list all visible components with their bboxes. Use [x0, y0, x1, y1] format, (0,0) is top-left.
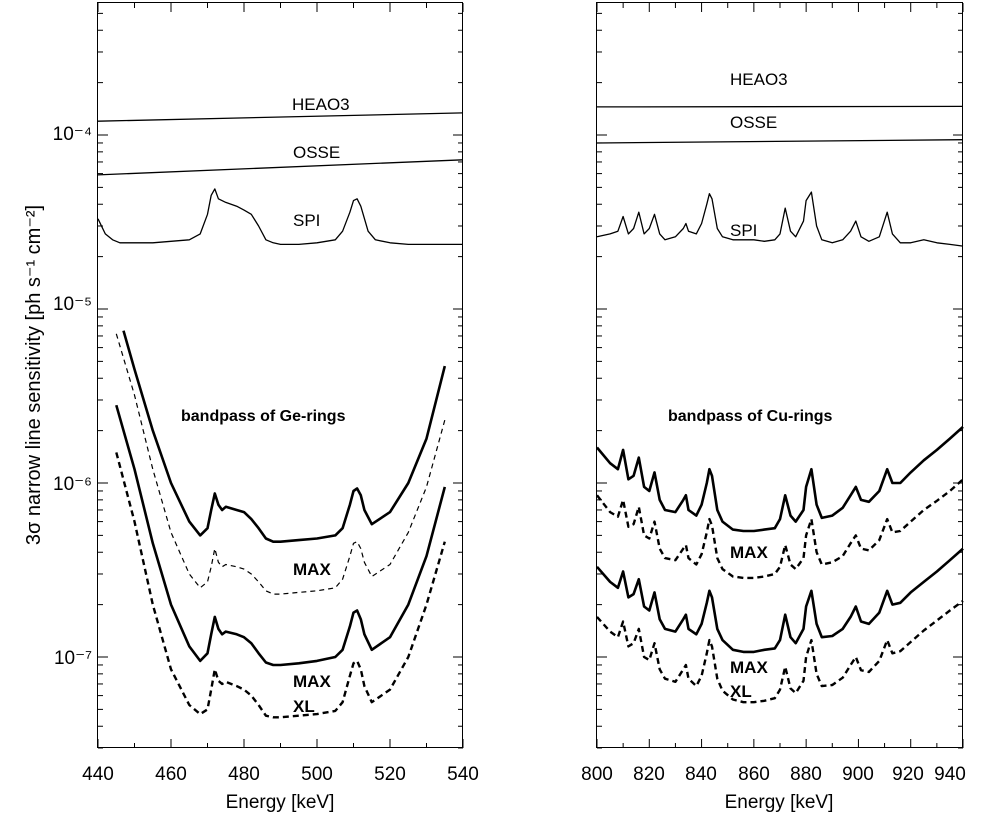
left-sensitivity-curve-4 [115, 333, 446, 595]
x-tick-label: 500 [301, 764, 333, 785]
right-heao3-line [596, 105, 964, 108]
x-tick-label: 920 [892, 764, 924, 785]
right-sensitivity-curve-5 [596, 547, 964, 654]
max-label-right-upper: MAX [730, 543, 768, 562]
y-axis-title: 3σ narrow line sensitivity [ph s⁻¹ cm⁻²] [23, 205, 45, 545]
y-tick-label: 10⁻⁷ [54, 648, 92, 669]
x-tick-label: 540 [447, 764, 479, 785]
x-tick-label: 860 [738, 764, 770, 785]
x-tick-label: 940 [934, 764, 966, 785]
left-heao3-line [97, 112, 464, 122]
bandpass-label-ge: bandpass of Ge-rings [181, 408, 346, 425]
right-sensitivity-curve-3 [596, 425, 964, 533]
x-axis-title-left: Energy [keV] [226, 792, 335, 813]
x-tick-label: 900 [842, 764, 874, 785]
left-osse-line [97, 159, 464, 176]
left-sensitivity-curve-6 [115, 452, 446, 719]
max-label-left-lower: MAX [293, 672, 331, 691]
bandpass-label-cu: bandpass of Cu-rings [668, 408, 833, 425]
left-spi-line [97, 188, 463, 246]
max-label-left-upper: MAX [293, 560, 331, 579]
spi-label-right: SPI [730, 221, 757, 240]
x-tick-label: 800 [581, 764, 613, 785]
x-tick-label: 440 [82, 764, 114, 785]
y-tick-label: 10⁻⁶ [53, 474, 92, 495]
y-tick-label: 10⁻⁴ [53, 124, 92, 145]
right-sensitivity-curve-6 [596, 599, 964, 704]
spi-label-left: SPI [293, 211, 320, 230]
right-panel-frame [596, 2, 963, 748]
max-label-right-lower: MAX [730, 658, 768, 677]
series-layer [97, 105, 964, 719]
osse-label-left: OSSE [293, 143, 340, 162]
left-sensitivity-curve-3 [122, 330, 447, 543]
x-tick-label: 480 [228, 764, 260, 785]
xl-label-right: XL [730, 682, 752, 701]
y-tick-label: 10⁻⁵ [53, 294, 92, 315]
x-tick-label: 880 [790, 764, 822, 785]
x-tick-label: 460 [155, 764, 187, 785]
osse-label-right: OSSE [730, 113, 777, 132]
heao3-label-left: HEAO3 [292, 95, 350, 114]
right-osse-line [596, 139, 964, 144]
heao3-label-right: HEAO3 [730, 70, 788, 89]
x-tick-label: 840 [685, 764, 717, 785]
x-tick-label: 820 [633, 764, 665, 785]
left-sensitivity-curve-5 [115, 404, 447, 667]
xl-label-left: XL [293, 697, 315, 716]
right-spi-line [596, 191, 964, 247]
x-axis-title-right: Energy [keV] [725, 792, 834, 813]
x-tick-label: 520 [374, 764, 406, 785]
right-sensitivity-curve-4 [596, 478, 964, 580]
